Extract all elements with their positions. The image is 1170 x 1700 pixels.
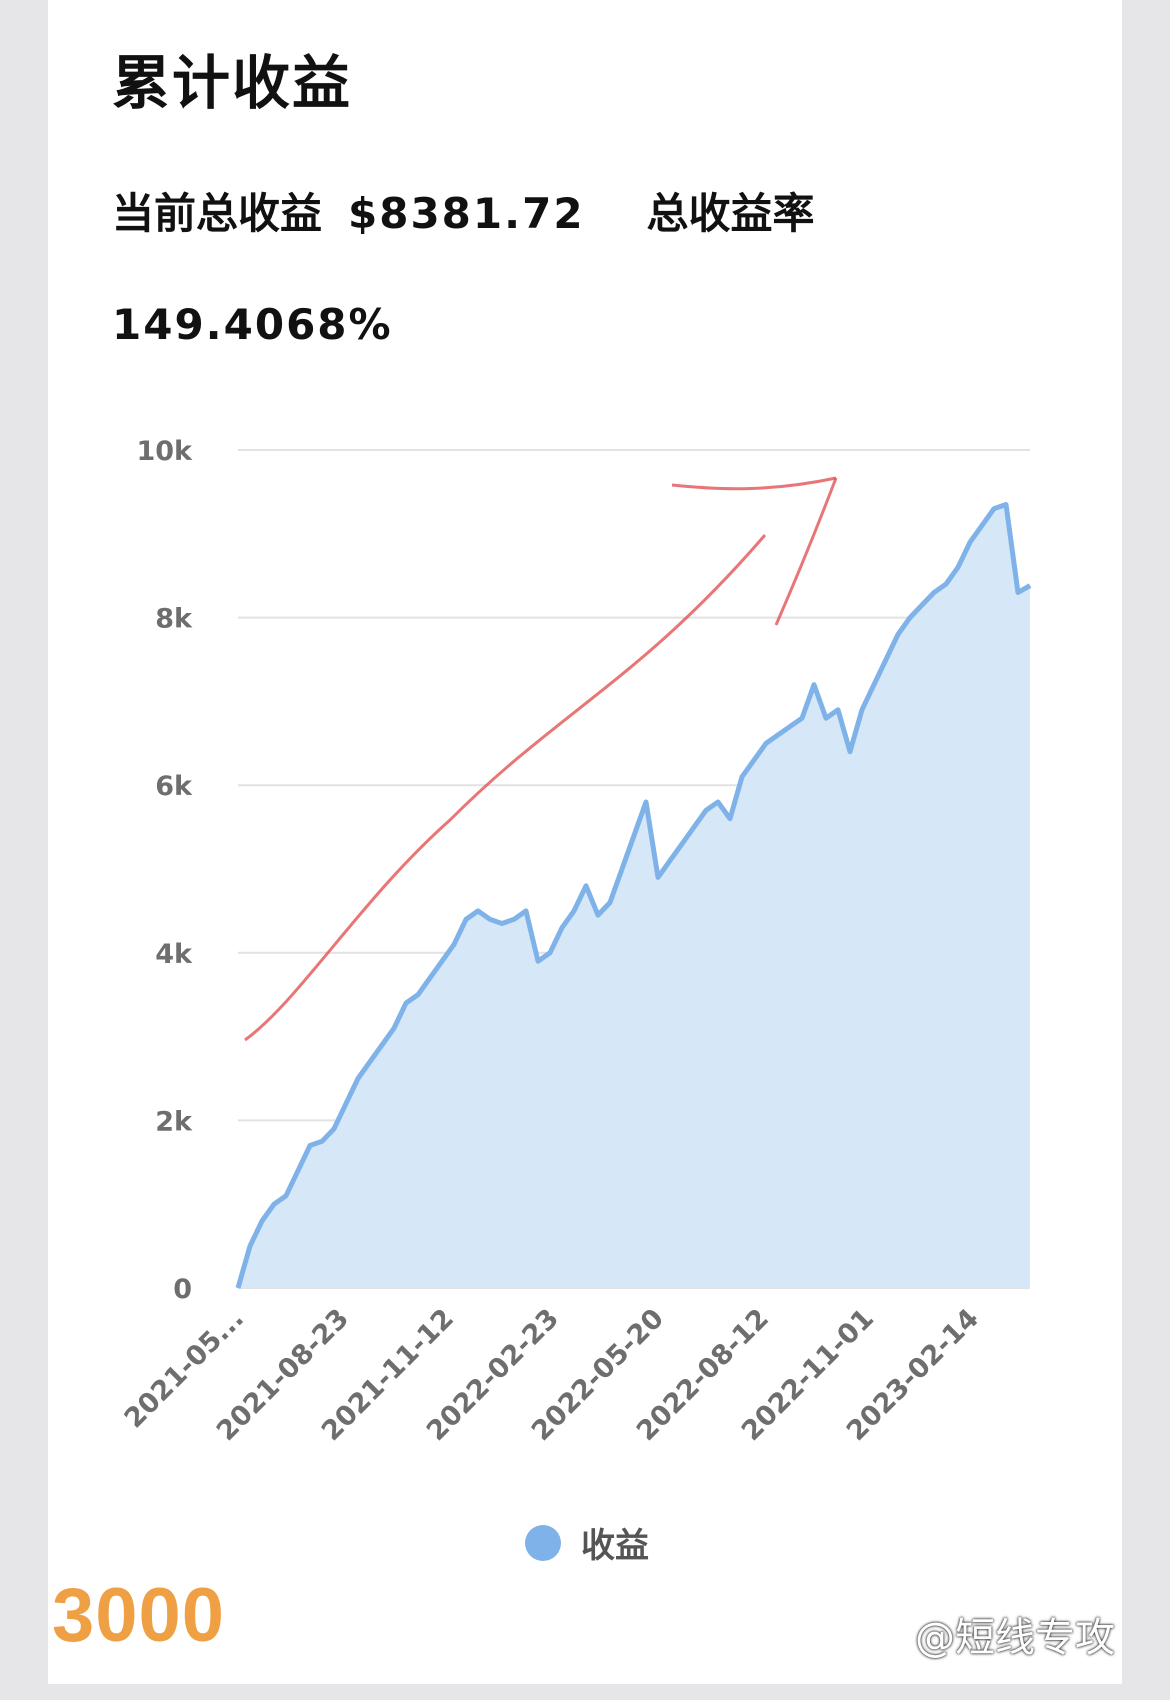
y-tick-label: 0: [173, 1274, 192, 1305]
arrow-shaft: [244, 534, 767, 1042]
summary-line: 当前总收益 $8381.72 总收益率: [112, 180, 815, 241]
y-tick-label: 4k: [155, 939, 193, 970]
watermark: @短线专攻: [915, 1615, 1115, 1661]
y-tick-label: 10k: [136, 436, 193, 467]
total-rate-label: 总收益率: [646, 189, 815, 238]
current-profit-value: $8381.72: [348, 189, 585, 238]
chart-legend: 收益: [525, 1518, 649, 1567]
total-rate-value: 149.4068%: [112, 300, 393, 349]
legend-label: 收益: [581, 1526, 649, 1566]
overlay-number: 3000: [52, 1573, 226, 1658]
profit-area: [238, 504, 1030, 1288]
current-profit-label: 当前总收益: [112, 189, 323, 238]
profit-line: [235, 502, 1032, 1289]
y-tick-label: 2k: [155, 1106, 193, 1137]
arrow-head-side: [774, 477, 838, 626]
y-tick-label: 6k: [155, 771, 193, 802]
hand-drawn-arrow: [244, 476, 838, 1042]
page-title: 累计收益: [112, 49, 353, 117]
legend-marker-icon: [525, 1524, 561, 1561]
y-tick-label: 8k: [155, 604, 193, 635]
arrow-head-top: [671, 476, 837, 491]
